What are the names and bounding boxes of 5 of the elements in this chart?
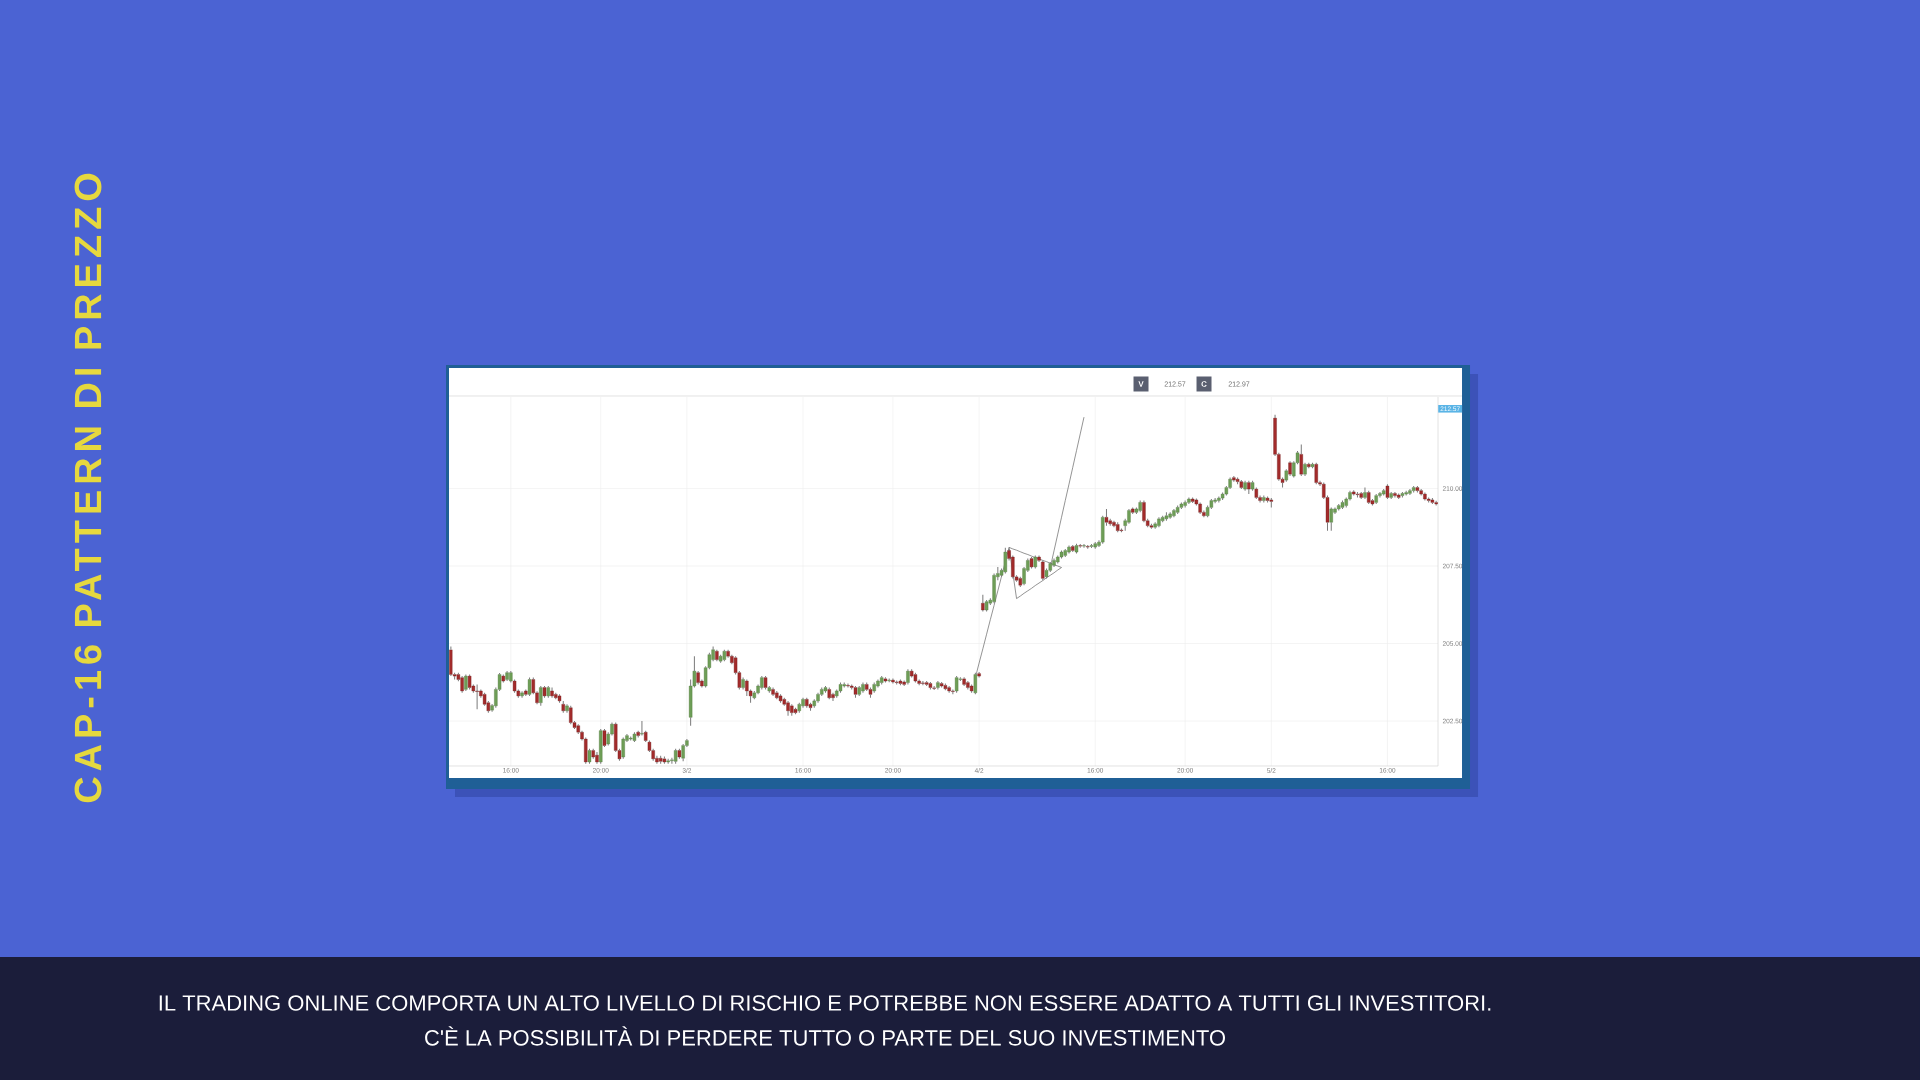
- text: C'È LA POSSIBILITÀ DI PERDERE TUTTO O PARTE DEL SUO INVESTIMENTO: [425, 1026, 1226, 1046]
- text: V: [1138, 381, 1144, 387]
- text: IL TRADING ONLINE COMPORTA UN ALTO LIVELLO DI RISCHIO E POTREBBE NON ESSERE ADATTO A TUTTI GLI INVESTITORI.: [159, 995, 1491, 1011]
- text: CAP-16 PATTERN DI PREZZO: [74, 173, 102, 803]
- text: C: [1201, 381, 1207, 387]
